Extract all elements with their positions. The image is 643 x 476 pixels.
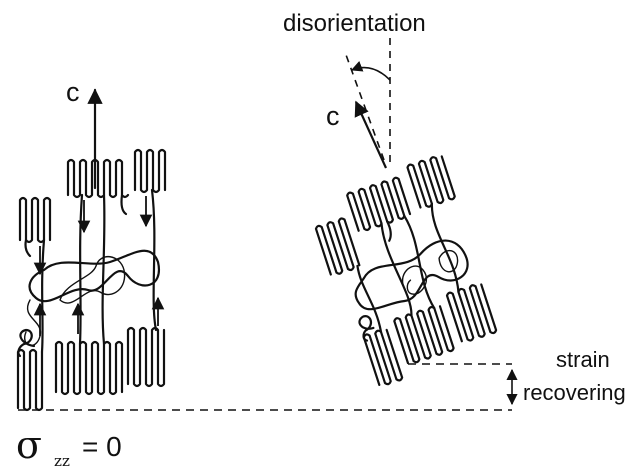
sigma-subscript: zz bbox=[54, 452, 70, 470]
tie-chain bbox=[356, 264, 383, 333]
tie-chain bbox=[380, 222, 413, 317]
chain-end bbox=[24, 238, 32, 258]
disorientation-indicator bbox=[344, 38, 391, 165]
strain-recovery-indicator bbox=[18, 363, 518, 411]
disorientation-angle-arc bbox=[350, 61, 391, 81]
tie-chain bbox=[403, 214, 436, 310]
left-axis-label: c bbox=[66, 77, 80, 107]
sigma-symbol: σ bbox=[16, 423, 42, 467]
stress-condition-label: σ zz = 0 bbox=[16, 423, 122, 475]
right-axis-label: c bbox=[326, 101, 340, 131]
lamella-top-right bbox=[406, 155, 456, 209]
lamella-bottom-right bbox=[445, 283, 498, 343]
tie-chain bbox=[40, 238, 46, 354]
chain-end bbox=[386, 220, 392, 242]
lamella-bottom-middle bbox=[54, 340, 124, 396]
lamella-bottom-right bbox=[126, 326, 166, 388]
lamella-top-middle bbox=[346, 176, 412, 232]
coil bbox=[17, 328, 36, 358]
amorphous-loop bbox=[438, 249, 459, 273]
coil bbox=[358, 315, 375, 342]
tie-chain bbox=[78, 193, 84, 346]
recovering-label: recovering bbox=[523, 380, 626, 405]
amorphous-loop bbox=[401, 265, 427, 295]
lamella-top-right bbox=[133, 148, 167, 194]
left-force-arrows bbox=[33, 196, 165, 336]
amorphous-loop bbox=[28, 249, 161, 303]
tie-chain bbox=[101, 193, 106, 346]
right-c-axis-arrow bbox=[354, 100, 388, 169]
lamella-bottom-left bbox=[16, 348, 44, 412]
left-structure bbox=[16, 88, 167, 412]
right-structure bbox=[314, 155, 498, 386]
amorphous-loop bbox=[24, 299, 42, 347]
lamella-bottom-middle bbox=[393, 305, 455, 365]
tie-chain bbox=[430, 202, 460, 293]
strain-label: strain bbox=[556, 347, 610, 372]
disorientation-label: disorientation bbox=[283, 10, 426, 37]
amorphous-loop bbox=[59, 256, 126, 304]
lamella-top-left bbox=[314, 217, 361, 276]
chain-end bbox=[120, 193, 128, 216]
lamella-bottom-left bbox=[362, 328, 404, 386]
lamella-top-left bbox=[18, 196, 52, 244]
lamella-top-middle bbox=[66, 158, 130, 199]
amorphous-loop bbox=[354, 239, 469, 311]
tie-chain bbox=[150, 188, 158, 332]
sigma-equals-zero: = 0 bbox=[82, 431, 122, 462]
